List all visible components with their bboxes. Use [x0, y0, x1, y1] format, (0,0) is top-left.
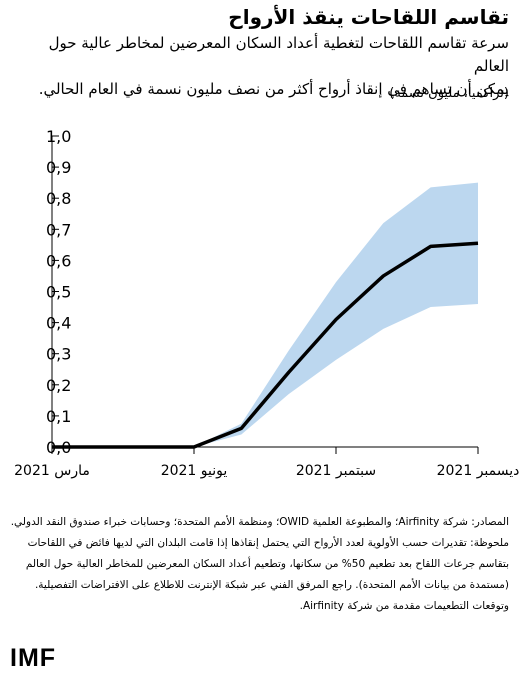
chart-subtitle: سرعة تقاسم اللقاحات لتغطية أعداد السكان …: [10, 32, 509, 101]
methodology-note: ملحوظة: تقديرات حسب الأولوية لعدد الأروا…: [25, 537, 509, 612]
x-tick-label: يونيو 2021: [161, 463, 228, 479]
subtitle-line-1: سرعة تقاسم اللقاحات لتغطية أعداد السكان …: [48, 34, 509, 75]
y-tick-label: 0,3: [46, 345, 71, 364]
y-tick-label: 0,1: [46, 407, 71, 426]
y-tick-label: 0,8: [46, 189, 71, 208]
y-tick-label: 0,2: [46, 376, 71, 395]
series-line-layer: [52, 241, 479, 449]
line-chart: 0,0 0,1 0,2 0,3 0,4 0,5 0,6 0,7 0,8 0,9 1,0 مارس 2…: [14, 127, 519, 479]
x-tick-label: سبتمبر 2021: [296, 463, 376, 479]
source-note: المصادر: شركة Airfinity؛ والمطبوعة العلم…: [10, 516, 509, 528]
y-tick-labels: 0,0 0,1 0,2 0,3 0,4 0,5 0,6 0,7 0,8 0,9 1,0: [46, 127, 71, 457]
y-tick-label: 0,9: [46, 158, 71, 177]
y-tick-label: 0,0: [46, 438, 71, 457]
x-tick-label: ديسمبر 2021: [437, 463, 519, 479]
x-tick-labels: مارس 2021 يونيو 2021 سبتمبر 2021 ديسمبر 202…: [14, 463, 519, 479]
x-tick-label: مارس 2021: [14, 463, 90, 479]
uncertainty-band-layer: [52, 182, 478, 447]
y-tick-label: 0,7: [46, 220, 71, 239]
subtitle-line-2: يمكن أن تساهم في إنقاذ أرواح أكثر من نصف…: [38, 80, 509, 98]
uncertainty-band: [52, 182, 478, 447]
y-tick-label: 0,4: [46, 314, 71, 333]
imf-logo: IMF: [10, 644, 57, 672]
y-tick-label: 0,6: [46, 251, 71, 270]
y-tick-label: 1,0: [46, 127, 71, 146]
y-tick-label: 0,5: [46, 283, 71, 302]
chart-title: تقاسم اللقاحات ينقذ الأرواح: [228, 5, 509, 29]
unit-label: (تراكميا، مليون نسمة): [389, 86, 509, 101]
lives-saved-line: [52, 241, 479, 449]
notes-block: المصادر: شركة Airfinity؛ والمطبوعة العلم…: [10, 512, 509, 617]
